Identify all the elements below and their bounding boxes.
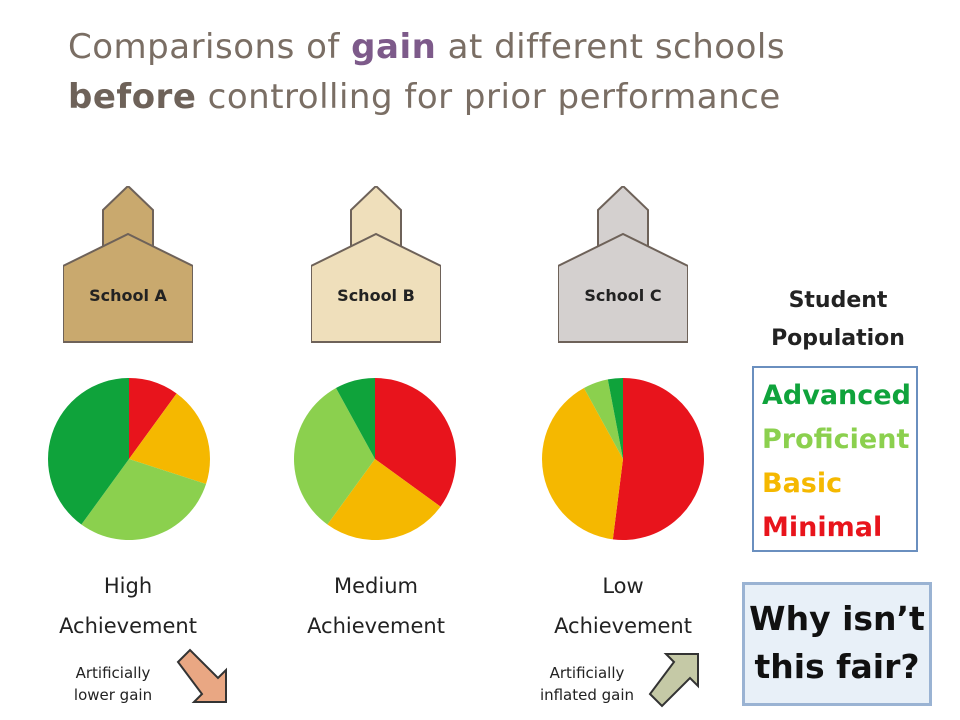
achievement-label-high: High Achievement bbox=[59, 574, 197, 638]
legend-item-advanced: Advanced bbox=[762, 380, 911, 411]
pie-high-achievement bbox=[47, 378, 210, 540]
school-b-tower bbox=[350, 186, 402, 247]
pie-slice-proficient bbox=[294, 388, 375, 525]
legend-item-basic: Basic bbox=[762, 468, 843, 499]
achievement-label-low: Low Achievement bbox=[554, 574, 692, 638]
pie-slice-advanced bbox=[335, 378, 375, 459]
pie-low-achievement bbox=[542, 378, 704, 540]
school-c-building: School C bbox=[558, 186, 688, 346]
pie-slice-proficient bbox=[583, 379, 623, 459]
school-b-label: School B bbox=[337, 286, 415, 305]
school-b-building: School B bbox=[311, 186, 441, 346]
pie-slice-minimal bbox=[612, 378, 704, 540]
school-b-body bbox=[311, 232, 441, 343]
school-a-body bbox=[63, 232, 193, 343]
school-c-body bbox=[558, 232, 688, 343]
legend-item-minimal: Minimal bbox=[762, 512, 883, 543]
arrow-down-right-shape bbox=[176, 648, 227, 703]
school-c-tower bbox=[597, 186, 649, 247]
legend-item-proficient: Proficient bbox=[762, 424, 910, 455]
pie-slice-basic bbox=[129, 393, 210, 485]
title-gain: gain bbox=[351, 27, 437, 67]
achievement-label-medium: Medium Achievement bbox=[307, 574, 445, 638]
why-not-fair-box: Why isn’t this fair? bbox=[742, 582, 932, 706]
student-population-title: Student Population bbox=[771, 288, 905, 351]
pie-slice-proficient bbox=[81, 459, 207, 540]
pie-slice-basic bbox=[542, 388, 623, 540]
legend-box: Advanced Proficient Basic Minimal bbox=[752, 366, 918, 552]
title-before: before bbox=[68, 77, 197, 117]
pie-slice-minimal bbox=[129, 378, 177, 459]
school-c-label: School C bbox=[584, 286, 662, 305]
arrow-up-right-shape bbox=[648, 653, 699, 708]
arrow-up-right-icon bbox=[648, 653, 699, 708]
school-a-building: School A bbox=[63, 186, 193, 346]
school-a-label: School A bbox=[89, 286, 167, 305]
pie-slice-advanced bbox=[47, 378, 129, 525]
note-artificially-inflated-gain: Artificially inflated gain bbox=[539, 664, 635, 704]
pie-medium-achievement bbox=[294, 378, 456, 540]
pie-slice-minimal bbox=[375, 378, 456, 507]
note-artificially-lower-gain: Artificially lower gain bbox=[73, 664, 153, 704]
pie-slice-advanced bbox=[607, 378, 623, 459]
arrow-down-right-icon bbox=[176, 648, 227, 703]
pie-slice-basic bbox=[327, 459, 441, 540]
slide-title: Comparisons of gain at different schools… bbox=[68, 27, 786, 117]
school-a-tower bbox=[102, 186, 154, 247]
